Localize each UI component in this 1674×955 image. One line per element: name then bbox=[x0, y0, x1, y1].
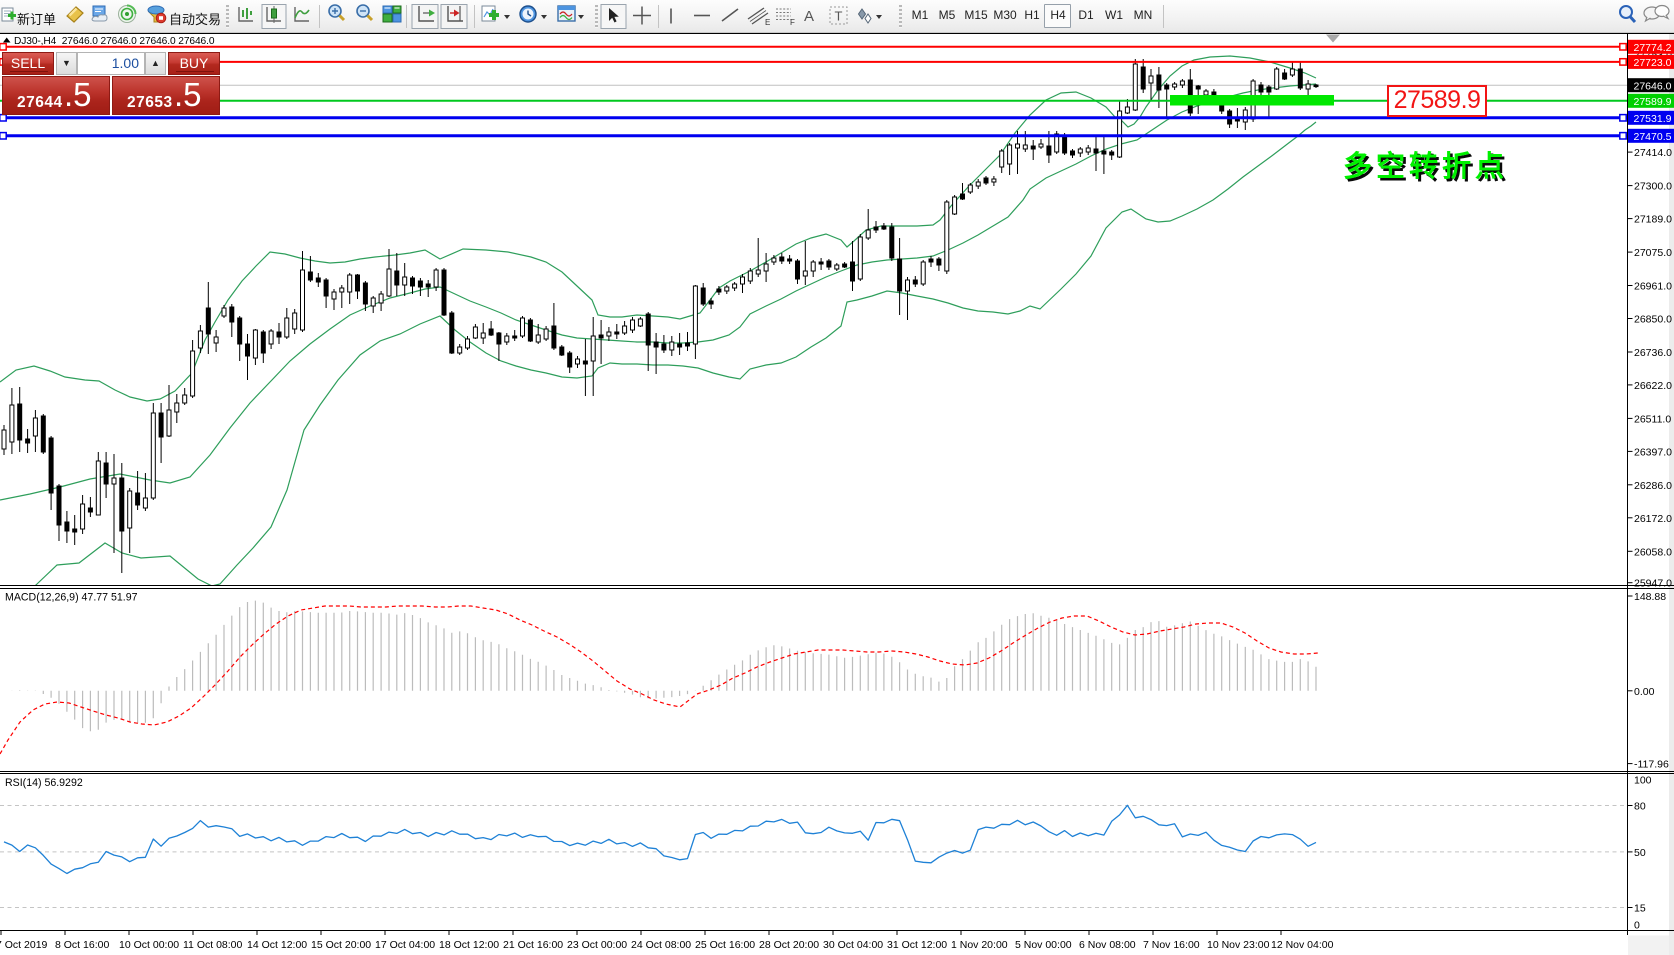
svg-text:10 Nov 23:00: 10 Nov 23:00 bbox=[1207, 939, 1270, 951]
svg-text:T: T bbox=[835, 9, 843, 24]
svg-text:6 Nov 08:00: 6 Nov 08:00 bbox=[1079, 939, 1136, 951]
svg-text:15: 15 bbox=[1634, 903, 1646, 915]
svg-text:14 Oct 12:00: 14 Oct 12:00 bbox=[247, 939, 307, 951]
svg-text:MACD(12,26,9) 47.77 51.97: MACD(12,26,9) 47.77 51.97 bbox=[5, 592, 138, 604]
svg-text:7 Nov 16:00: 7 Nov 16:00 bbox=[1143, 939, 1200, 951]
svg-text:27075.0: 27075.0 bbox=[1634, 247, 1672, 259]
svg-text:0.00: 0.00 bbox=[1634, 686, 1655, 698]
svg-text:15 Oct 20:00: 15 Oct 20:00 bbox=[311, 939, 371, 951]
svg-text:-117.96: -117.96 bbox=[1634, 759, 1669, 771]
svg-text:A: A bbox=[804, 8, 814, 25]
svg-text:1 Nov 20:00: 1 Nov 20:00 bbox=[951, 939, 1008, 951]
svg-text:26850.0: 26850.0 bbox=[1634, 314, 1672, 326]
svg-text:27470.5: 27470.5 bbox=[1634, 131, 1672, 143]
svg-text:27531.9: 27531.9 bbox=[1634, 113, 1672, 125]
svg-text:11 Oct 08:00: 11 Oct 08:00 bbox=[183, 939, 243, 951]
svg-text:26511.0: 26511.0 bbox=[1634, 413, 1671, 425]
svg-text:50: 50 bbox=[1634, 847, 1646, 859]
svg-text:26622.0: 26622.0 bbox=[1634, 380, 1672, 392]
svg-text:25 Oct 16:00: 25 Oct 16:00 bbox=[695, 939, 755, 951]
svg-text:7 Oct 2019: 7 Oct 2019 bbox=[0, 939, 48, 951]
svg-text:31 Oct 12:00: 31 Oct 12:00 bbox=[887, 939, 947, 951]
svg-text:27300.0: 27300.0 bbox=[1634, 181, 1672, 193]
svg-text:26172.0: 26172.0 bbox=[1634, 513, 1672, 525]
svg-text:E: E bbox=[765, 18, 770, 27]
svg-text:21 Oct 16:00: 21 Oct 16:00 bbox=[503, 939, 563, 951]
svg-text:26397.0: 26397.0 bbox=[1634, 446, 1672, 458]
svg-text:27589.9: 27589.9 bbox=[1634, 96, 1672, 108]
svg-text:10 Oct 00:00: 10 Oct 00:00 bbox=[119, 939, 179, 951]
svg-text:12 Nov 04:00: 12 Nov 04:00 bbox=[1271, 939, 1334, 951]
svg-text:DJ30-,H4 27646.0 27646.0 2764: DJ30-,H4 27646.0 27646.0 27646.0 27646.0 bbox=[14, 36, 215, 47]
svg-text:25947.0: 25947.0 bbox=[1634, 578, 1672, 590]
svg-text:26736.0: 26736.0 bbox=[1634, 347, 1672, 359]
svg-text:5 Nov 00:00: 5 Nov 00:00 bbox=[1015, 939, 1072, 951]
svg-text:17 Oct 04:00: 17 Oct 04:00 bbox=[375, 939, 435, 951]
svg-text:148.88: 148.88 bbox=[1634, 591, 1666, 603]
svg-text:27414.0: 27414.0 bbox=[1634, 147, 1672, 159]
svg-text:80: 80 bbox=[1634, 801, 1646, 813]
svg-text:30 Oct 04:00: 30 Oct 04:00 bbox=[823, 939, 883, 951]
svg-text:27646.0: 27646.0 bbox=[1634, 80, 1672, 92]
svg-text:24 Oct 08:00: 24 Oct 08:00 bbox=[631, 939, 691, 951]
svg-text:26058.0: 26058.0 bbox=[1634, 546, 1672, 558]
svg-text:26286.0: 26286.0 bbox=[1634, 480, 1672, 492]
svg-text:26961.0: 26961.0 bbox=[1634, 281, 1672, 293]
svg-text:27723.0: 27723.0 bbox=[1634, 57, 1672, 69]
svg-text:8 Oct 16:00: 8 Oct 16:00 bbox=[55, 939, 109, 951]
svg-text:28 Oct 20:00: 28 Oct 20:00 bbox=[759, 939, 819, 951]
svg-text:18 Oct 12:00: 18 Oct 12:00 bbox=[439, 939, 499, 951]
svg-text:RSI(14) 56.9292: RSI(14) 56.9292 bbox=[5, 777, 83, 789]
svg-text:27189.0: 27189.0 bbox=[1634, 214, 1672, 226]
svg-text:F: F bbox=[790, 18, 795, 27]
svg-text:23 Oct 00:00: 23 Oct 00:00 bbox=[567, 939, 627, 951]
svg-text:27774.2: 27774.2 bbox=[1634, 42, 1672, 54]
svg-text:100: 100 bbox=[1634, 774, 1652, 786]
svg-text:0: 0 bbox=[1634, 919, 1640, 931]
